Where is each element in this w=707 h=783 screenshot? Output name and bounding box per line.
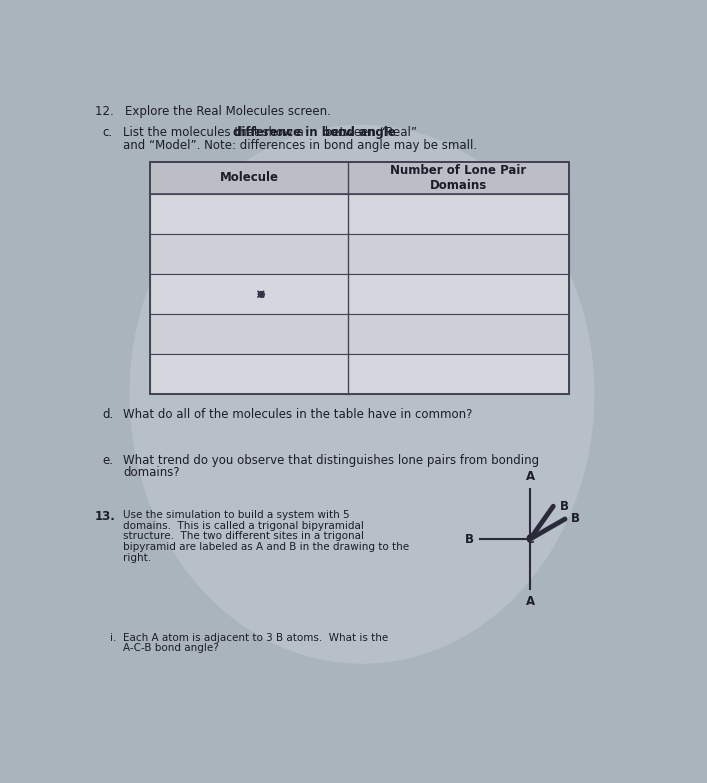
Bar — [151, 314, 569, 354]
Text: List the molecules that show a: List the molecules that show a — [123, 126, 308, 139]
Text: 12.   Explore the Real Molecules screen.: 12. Explore the Real Molecules screen. — [95, 105, 330, 117]
Text: between “Real”: between “Real” — [322, 126, 417, 139]
Text: A: A — [525, 595, 534, 608]
Text: domains?: domains? — [123, 466, 180, 479]
Text: i.: i. — [110, 633, 117, 643]
Text: bipyramid are labeled as A and B in the drawing to the: bipyramid are labeled as A and B in the … — [123, 542, 409, 552]
Text: A: A — [525, 470, 534, 483]
Text: What do all of the molecules in the table have in common?: What do all of the molecules in the tabl… — [123, 408, 472, 421]
Text: Number of Lone Pair
Domains: Number of Lone Pair Domains — [390, 164, 527, 192]
Text: structure.  The two different sites in a trigonal: structure. The two different sites in a … — [123, 532, 364, 541]
Text: c.: c. — [103, 126, 112, 139]
Bar — [151, 162, 569, 194]
Bar — [151, 234, 569, 274]
Text: B: B — [571, 513, 580, 525]
Text: d.: d. — [103, 408, 114, 421]
Text: Each A atom is adjacent to 3 B atoms.  What is the: Each A atom is adjacent to 3 B atoms. Wh… — [123, 633, 389, 643]
Text: difference in bond angle: difference in bond angle — [233, 126, 395, 139]
Text: right.: right. — [123, 553, 151, 563]
Bar — [151, 162, 569, 395]
Text: C: C — [526, 532, 534, 546]
Text: What trend do you observe that distinguishes lone pairs from bonding: What trend do you observe that distingui… — [123, 454, 539, 467]
Text: A-C-B bond angle?: A-C-B bond angle? — [123, 643, 219, 653]
Text: B: B — [559, 500, 568, 513]
Bar — [151, 194, 569, 234]
Text: Use the simulation to build a system with 5: Use the simulation to build a system wit… — [123, 510, 350, 520]
Text: e.: e. — [103, 454, 113, 467]
Text: and “Model”. Note: differences in bond angle may be small.: and “Model”. Note: differences in bond a… — [123, 139, 477, 153]
Text: Molecule: Molecule — [220, 171, 279, 184]
Text: B: B — [464, 532, 474, 546]
Bar — [151, 274, 569, 314]
Text: 13.: 13. — [95, 510, 115, 523]
Text: domains.  This is called a trigonal bipyramidal: domains. This is called a trigonal bipyr… — [123, 521, 364, 531]
Bar — [151, 354, 569, 395]
Ellipse shape — [129, 124, 595, 664]
